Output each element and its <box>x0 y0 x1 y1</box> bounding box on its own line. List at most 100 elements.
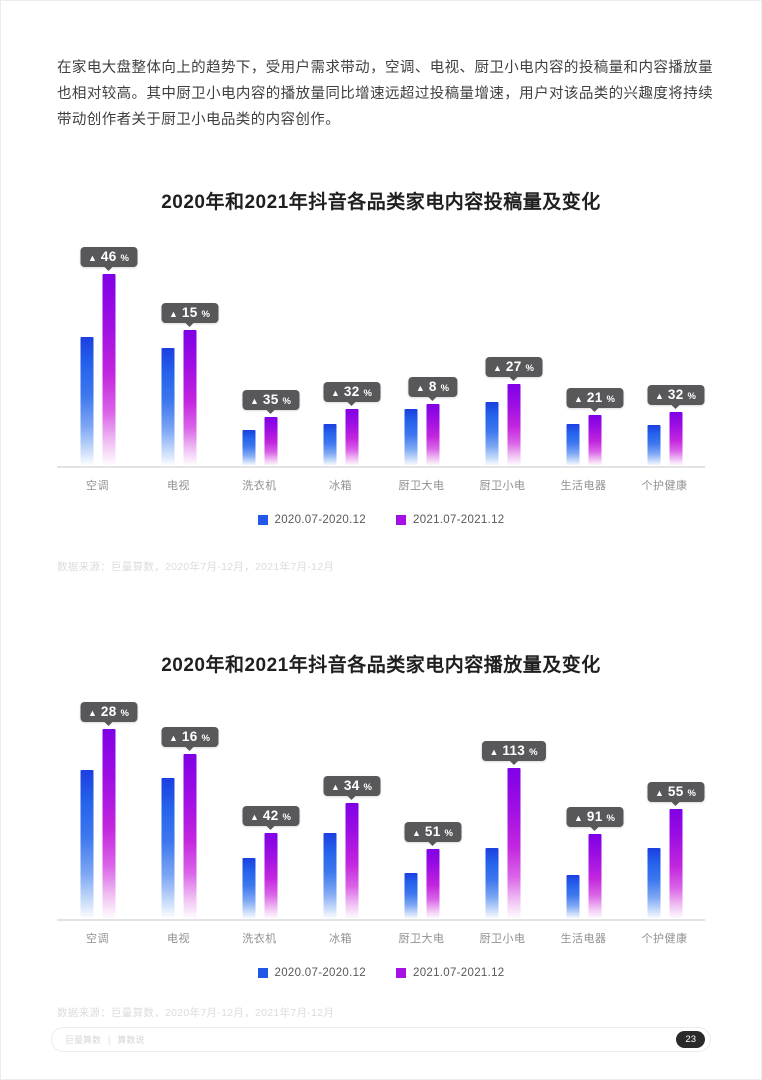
bar-2021.07-2021.12 <box>669 412 682 466</box>
bar-2021.07-2021.12 <box>669 809 682 919</box>
percent-sign: % <box>529 746 538 758</box>
percent-sign: % <box>606 393 615 405</box>
change-badge: ▲ 42% <box>242 805 299 830</box>
bar-2020.07-2020.12 <box>161 348 174 466</box>
bar-plot-views: ▲ 28% ▲ 16% ▲ 42% ▲ 34% ▲ 51% ▲ 113% ▲ 91% ▲ 55% <box>57 699 705 921</box>
percent-sign: % <box>440 382 450 394</box>
change-value: 32 <box>343 383 360 399</box>
up-arrow-icon: ▲ <box>415 382 425 393</box>
change-badge: ▲ 8% <box>407 376 458 401</box>
legend-submissions: 2020.07-2020.12 2021.07-2021.12 <box>1 514 761 526</box>
change-value: 35 <box>262 391 279 407</box>
legend-swatch-2021 <box>396 515 406 525</box>
category-label: 冰箱 <box>329 933 352 945</box>
legend-item-2021: 2021.07-2021.12 <box>396 514 504 526</box>
change-value: 27 <box>505 358 522 374</box>
up-arrow-icon: ▲ <box>493 362 502 373</box>
percent-sign: % <box>120 252 129 264</box>
bar-2020.07-2020.12 <box>80 770 93 919</box>
bar-group-生活电器: ▲ 91% <box>543 699 624 919</box>
bar-group-厨卫小电: ▲ 113% <box>462 699 546 919</box>
percent-sign: % <box>363 387 372 399</box>
footer-divider: | <box>108 1034 111 1045</box>
chart-section-submissions: 2020年和2021年抖音各品类家电内容投稿量及变化 ▲ 46% ▲ 15% ▲ 35% ▲… <box>1 187 761 574</box>
legend-swatch-2021 <box>396 968 406 978</box>
bar-2021.07-2021.12 <box>426 849 439 919</box>
legend-label-2020: 2020.07-2020.12 <box>274 514 366 526</box>
category-label: 空调 <box>86 933 109 945</box>
change-value: 32 <box>667 386 684 402</box>
change-value: 51 <box>424 823 441 839</box>
bar-2021.07-2021.12 <box>345 409 358 466</box>
percent-sign: % <box>282 395 291 407</box>
percent-sign: % <box>606 812 615 824</box>
percent-sign: % <box>201 732 210 744</box>
bar-2021.07-2021.12 <box>183 754 196 919</box>
change-badge: ▲ 15% <box>161 302 218 327</box>
category-label: 洗衣机 <box>242 933 277 945</box>
page-footer: 巨量算数 | 算数说 23 <box>51 1027 711 1052</box>
bar-2020.07-2020.12 <box>80 337 93 466</box>
category-label: 生活电器 <box>560 933 607 945</box>
up-arrow-icon: ▲ <box>169 732 178 743</box>
footer-breadcrumb: 巨量算数 | 算数说 <box>65 1033 144 1046</box>
change-badge: ▲ 32% <box>323 381 380 406</box>
percent-sign: % <box>363 781 372 793</box>
category-label: 厨卫大电 <box>398 480 445 492</box>
legend-item-2021: 2021.07-2021.12 <box>396 967 504 979</box>
change-value: 42 <box>262 807 279 823</box>
bar-2020.07-2020.12 <box>404 873 417 919</box>
bar-2021.07-2021.12 <box>102 274 115 466</box>
bar-2020.07-2020.12 <box>647 848 660 919</box>
x-axis-labels-submissions: 空调 电视 洗衣机 冰箱 厨卫大电 厨卫小电 生活电器 个护健康 <box>57 468 705 493</box>
percent-sign: % <box>525 362 534 374</box>
category-label: 厨卫小电 <box>479 480 526 492</box>
bar-group-电视: ▲ 15% <box>138 236 219 466</box>
bar-2020.07-2020.12 <box>242 430 255 466</box>
legend-label-2021: 2021.07-2021.12 <box>413 967 505 979</box>
bar-2020.07-2020.12 <box>161 778 174 919</box>
percent-sign: % <box>687 390 696 402</box>
change-value: 16 <box>181 728 198 744</box>
up-arrow-icon: ▲ <box>331 387 340 398</box>
category-label: 个护健康 <box>641 933 688 945</box>
change-badge: ▲ 27% <box>485 356 542 381</box>
bar-2021.07-2021.12 <box>507 384 520 466</box>
change-badge: ▲ 28% <box>80 701 137 726</box>
bar-2020.07-2020.12 <box>242 858 255 919</box>
bar-group-生活电器: ▲ 21% <box>543 236 624 466</box>
up-arrow-icon: ▲ <box>88 707 97 718</box>
change-badge: ▲ 16% <box>161 726 218 751</box>
bar-2021.07-2021.12 <box>264 417 277 466</box>
bar-group-个护健康: ▲ 32% <box>624 236 705 466</box>
percent-sign: % <box>120 707 129 719</box>
bar-2021.07-2021.12 <box>264 833 277 919</box>
category-label: 冰箱 <box>329 480 352 492</box>
bar-2021.07-2021.12 <box>102 729 115 919</box>
category-label: 个护健康 <box>641 480 688 492</box>
up-arrow-icon: ▲ <box>331 781 340 792</box>
legend-views: 2020.07-2020.12 2021.07-2021.12 <box>1 967 761 979</box>
change-value: 113 <box>502 742 526 758</box>
bar-group-电视: ▲ 16% <box>138 699 219 919</box>
up-arrow-icon: ▲ <box>489 746 499 757</box>
bar-group-洗衣机: ▲ 42% <box>219 699 300 919</box>
change-badge: ▲ 21% <box>566 387 623 412</box>
up-arrow-icon: ▲ <box>655 390 664 401</box>
bar-2021.07-2021.12 <box>588 834 601 919</box>
footer-channel-label: 算数说 <box>117 1035 145 1045</box>
bar-2020.07-2020.12 <box>404 409 417 466</box>
bar-group-厨卫小电: ▲ 27% <box>462 236 543 466</box>
footer-section-label: 巨量算数 <box>65 1035 102 1045</box>
data-source-note-views: 数据来源：巨量算数，2020年7月-12月，2021年7月-12月 <box>57 1007 335 1019</box>
page-number-badge: 23 <box>676 1030 705 1049</box>
bar-group-厨卫大电: ▲ 51% <box>381 699 462 919</box>
bar-group-冰箱: ▲ 32% <box>300 236 381 466</box>
category-label: 电视 <box>167 480 190 492</box>
bar-group-冰箱: ▲ 34% <box>300 699 381 919</box>
bar-2020.07-2020.12 <box>485 848 498 919</box>
up-arrow-icon: ▲ <box>250 395 259 406</box>
bar-group-洗衣机: ▲ 35% <box>219 236 300 466</box>
bar-plot-submissions: ▲ 46% ▲ 15% ▲ 35% ▲ 32% ▲ 8% ▲ 27% ▲ 21% ▲ 32% <box>57 236 705 468</box>
